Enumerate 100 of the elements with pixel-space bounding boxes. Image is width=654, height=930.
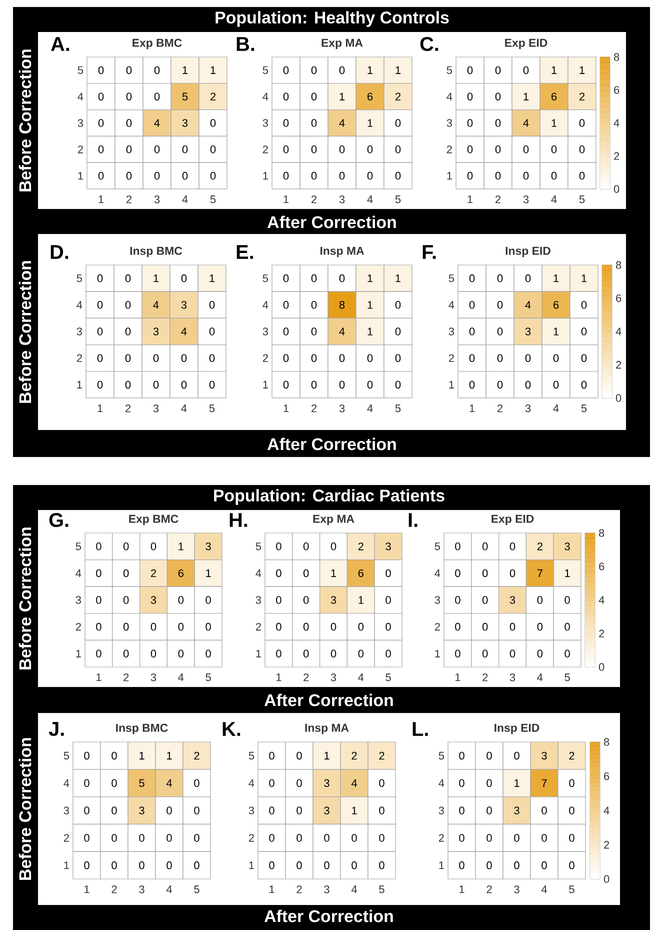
color-bar-label: 4 (598, 596, 604, 604)
x-tick-label: 3 (523, 196, 529, 204)
data-label: 0 (153, 354, 159, 362)
x-tick-label: 1 (455, 674, 460, 682)
data-label: 0 (564, 622, 570, 631)
x-tick-label: 2 (312, 196, 316, 204)
data-label: 0 (126, 172, 132, 180)
y-tick-label: 2 (262, 146, 268, 154)
color-bar-label: 2 (599, 630, 604, 638)
y-tick-label: 2 (434, 622, 440, 631)
data-label: 0 (123, 569, 129, 578)
data-label: 3 (330, 596, 336, 604)
data-label: 0 (553, 380, 559, 389)
x-tick-label: 4 (367, 196, 373, 204)
data-label: 1 (331, 569, 336, 577)
data-label: 0 (181, 380, 187, 389)
y-tick-label: 4 (262, 92, 268, 100)
data-label: 0 (551, 146, 557, 154)
data-label: 0 (395, 301, 401, 309)
data-label: 0 (154, 146, 160, 154)
data-label: 0 (379, 834, 384, 842)
y-axis-title: Before Correction (18, 261, 32, 403)
data-label: 0 (123, 596, 129, 604)
y-tick-label: 5 (76, 542, 82, 550)
y-tick-label: 4 (78, 92, 84, 100)
data-label: 0 (497, 380, 503, 389)
data-label: 0 (84, 779, 90, 787)
data-label: 0 (497, 274, 503, 282)
data-label: 7 (537, 569, 542, 577)
y-tick-label: 5 (262, 66, 268, 74)
data-label: 0 (112, 861, 117, 870)
data-label: 0 (358, 622, 364, 631)
data-label: 0 (379, 779, 384, 787)
x-tick-label: 4 (181, 404, 187, 412)
data-label: 7 (542, 779, 547, 787)
y-tick-label: 5 (448, 274, 454, 282)
data-label: 1 (396, 274, 401, 282)
x-axis-title: After Correction (264, 694, 393, 706)
data-label: 0 (482, 650, 488, 658)
data-label: 0 (283, 119, 289, 127)
y-tick-label: 2 (64, 834, 69, 842)
data-label: 3 (324, 806, 330, 814)
data-label: 0 (569, 834, 574, 842)
data-label: 1 (340, 92, 345, 100)
color-bar-label: 4 (616, 328, 622, 336)
chart-title: Insp MA (320, 246, 364, 258)
data-label: 0 (283, 380, 289, 389)
y-tick-label: 1 (256, 650, 261, 658)
data-label: 1 (358, 596, 364, 604)
y-tick-label: 5 (248, 752, 254, 760)
data-label: 3 (510, 596, 516, 604)
color-bar-label: 2 (614, 152, 620, 160)
y-tick-label: 4 (438, 779, 444, 787)
x-tick-label: 1 (270, 886, 274, 894)
color-bar-label: 8 (614, 53, 620, 61)
data-label: 1 (206, 569, 211, 577)
y-tick-label: 1 (447, 172, 452, 180)
x-tick-label: 2 (112, 886, 117, 894)
data-label: 0 (311, 354, 317, 362)
data-label: 1 (368, 328, 373, 336)
data-label: 1 (368, 274, 373, 282)
text: K. (222, 722, 240, 736)
x-axis-title: After Correction (267, 216, 396, 228)
color-bar-label: 6 (599, 562, 604, 570)
data-label: 4 (166, 779, 172, 787)
data-label: 0 (367, 146, 373, 154)
x-tick-label: 3 (150, 674, 156, 682)
data-label: 0 (178, 650, 184, 658)
color-bar-label: 8 (604, 738, 610, 746)
data-label: 0 (210, 119, 216, 127)
data-label: 0 (510, 622, 516, 631)
x-tick-label: 3 (153, 404, 159, 412)
data-label: 0 (283, 146, 289, 154)
data-label: 0 (178, 622, 184, 631)
chart-title: Insp MA (305, 724, 349, 734)
y-tick-label: 3 (76, 328, 82, 336)
x-tick-label: 4 (178, 674, 184, 682)
data-label: 0 (311, 172, 317, 180)
data-label: 0 (283, 172, 289, 180)
data-label: 3 (525, 328, 531, 336)
data-label: 0 (525, 354, 531, 362)
data-label: 0 (482, 622, 488, 631)
data-label: 0 (269, 779, 274, 787)
data-label: 0 (139, 834, 144, 842)
y-tick-label: 2 (438, 834, 444, 842)
y-tick-label: 1 (449, 380, 454, 388)
data-label: 0 (339, 66, 345, 74)
data-label: 0 (379, 861, 384, 870)
data-label: 0 (339, 380, 345, 389)
data-label: 0 (497, 301, 503, 309)
data-label: 0 (486, 861, 492, 870)
x-tick-label: 2 (312, 404, 316, 412)
data-label: 0 (98, 172, 104, 180)
data-label: 0 (182, 146, 188, 154)
data-label: 0 (181, 354, 187, 362)
y-tick-label: 3 (262, 328, 268, 336)
y-tick-label: 4 (448, 301, 454, 309)
data-label: 0 (153, 380, 159, 389)
color-bar-label: 2 (616, 360, 622, 369)
data-label: 4 (181, 328, 187, 336)
